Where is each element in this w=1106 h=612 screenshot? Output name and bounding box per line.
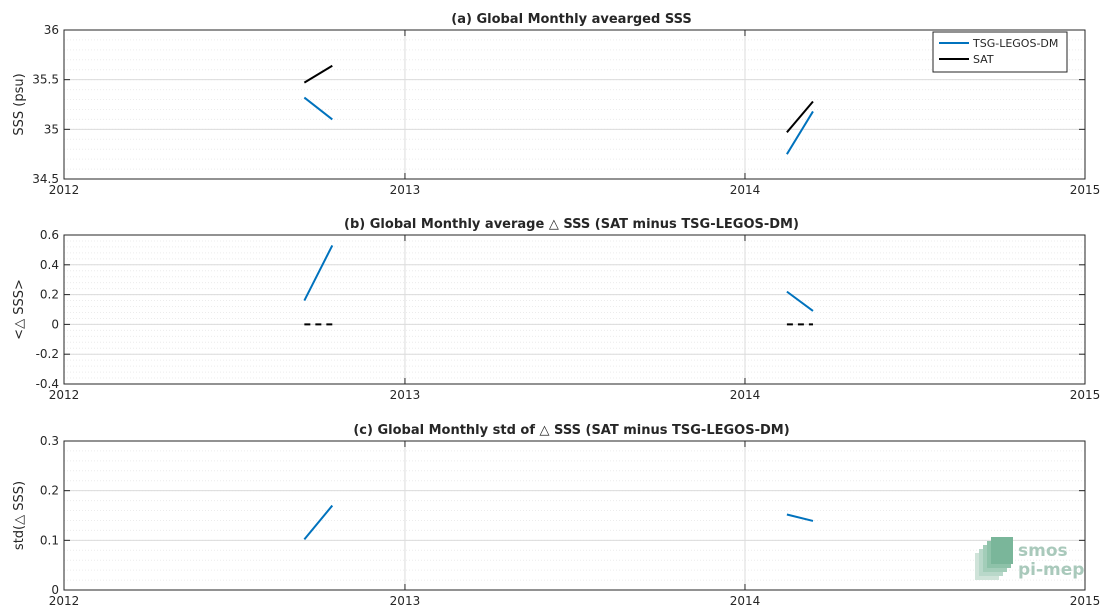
series-1-segment-1 [786, 100, 814, 133]
series-0-segment-0 [303, 244, 334, 302]
x-tick-label: 2013 [390, 388, 421, 402]
series-0-segment-1 [786, 290, 814, 312]
legend-box [932, 31, 1068, 73]
chart-title: (b) Global Monthly average △ SSS (SAT mi… [344, 217, 799, 232]
plot-area [64, 235, 1085, 384]
logo-line2: pi-mep [1018, 560, 1084, 580]
y-tick-label: 0 [51, 317, 59, 331]
legend: TSG-LEGOS-DM SAT [932, 31, 1068, 73]
y-axis-label: std(△ SSS) [12, 481, 27, 550]
y-tick-label: 0.2 [40, 288, 59, 302]
y-tick-label: 0.2 [40, 484, 59, 498]
logo: smos pi-mep [975, 537, 1084, 580]
x-tick-label: 2012 [49, 388, 80, 402]
y-tick-label: 35.5 [32, 73, 59, 87]
series-0-segment-0 [303, 504, 334, 540]
x-tick-label: 2015 [1070, 594, 1101, 608]
y-tick-label: 34.5 [32, 172, 59, 186]
y-tick-label: 0.6 [40, 228, 59, 242]
chart-panel-2: 0 0.1 0.2 0.3 2012 2013 2014 2015 (c) Global Mon… [12, 423, 1100, 608]
y-tick-label: 36 [44, 23, 59, 37]
y-tick-label: -0.2 [36, 347, 59, 361]
axes-box [63, 440, 1086, 591]
y-tick-label: 0.3 [40, 434, 59, 448]
y-tick-label: -0.4 [36, 377, 59, 391]
series-0-segment-1 [786, 110, 814, 155]
x-tick-label: 2013 [390, 594, 421, 608]
series-0-segment-1 [786, 513, 814, 522]
y-tick-label: 0.1 [40, 533, 59, 547]
series-0-segment-0 [303, 96, 333, 121]
x-tick-label: 2013 [390, 183, 421, 197]
x-tick-label: 2015 [1070, 388, 1101, 402]
plot-area [64, 30, 1085, 179]
x-tick-label: 2012 [49, 594, 80, 608]
chart-title: (c) Global Monthly std of △ SSS (SAT min… [353, 423, 789, 438]
axes-box [63, 29, 1086, 180]
axes-box [63, 234, 1086, 385]
x-tick-label: 2012 [49, 183, 80, 197]
y-tick-label: 0 [51, 583, 59, 597]
y-axis-label: SSS (psu) [12, 73, 27, 135]
logo-mark-icon [975, 537, 1013, 580]
legend-label: TSG-LEGOS-DM [972, 37, 1058, 50]
x-tick-label: 2015 [1070, 183, 1101, 197]
chart-panel-0: 34.5 35 35.5 36 2012 2013 2014 2015 (a) Global M… [12, 12, 1100, 197]
series-1-segment-0 [303, 64, 333, 84]
y-tick-label: 35 [44, 122, 59, 136]
logo-line1: smos [1018, 541, 1068, 561]
x-tick-label: 2014 [730, 388, 761, 402]
y-axis-label: <△ SSS> [12, 279, 27, 340]
chart-panel-1: -0.4 -0.2 0 0.2 0.4 0.6 2012 2013 2014 2015 (b) Gl… [12, 217, 1100, 402]
x-tick-label: 2014 [730, 183, 761, 197]
y-tick-label: 0.4 [40, 258, 59, 272]
legend-label: SAT [973, 53, 994, 66]
x-tick-label: 2014 [730, 594, 761, 608]
chart-title: (a) Global Monthly avearged SSS [451, 12, 691, 27]
plot-area [64, 441, 1085, 590]
